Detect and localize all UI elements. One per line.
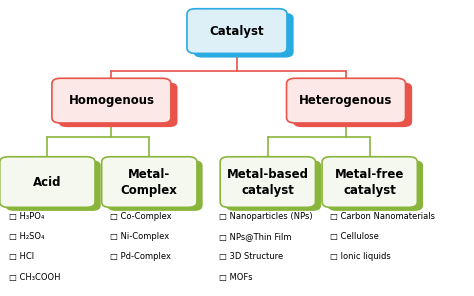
- Text: Acid: Acid: [33, 176, 62, 189]
- FancyBboxPatch shape: [193, 13, 293, 57]
- Text: □ MOFs: □ MOFs: [219, 273, 253, 281]
- FancyBboxPatch shape: [0, 157, 95, 207]
- Text: □ NPs@Thin Film: □ NPs@Thin Film: [219, 232, 292, 241]
- Text: □ Ionic liquids: □ Ionic liquids: [330, 252, 391, 261]
- FancyBboxPatch shape: [59, 82, 177, 127]
- FancyBboxPatch shape: [6, 160, 100, 211]
- Text: □ Nanoparticles (NPs): □ Nanoparticles (NPs): [219, 212, 313, 221]
- Text: Catalyst: Catalyst: [210, 25, 264, 38]
- Text: □ Cellulose: □ Cellulose: [330, 232, 379, 241]
- Text: Heterogenous: Heterogenous: [300, 94, 392, 107]
- Text: Homogenous: Homogenous: [68, 94, 155, 107]
- Text: □ H₃PO₄: □ H₃PO₄: [9, 212, 44, 221]
- FancyBboxPatch shape: [52, 78, 171, 123]
- FancyBboxPatch shape: [286, 78, 405, 123]
- Text: Metal-based
catalyst: Metal-based catalyst: [227, 168, 309, 197]
- Text: □ Co-Complex: □ Co-Complex: [110, 212, 172, 221]
- Text: Metal-free
catalyst: Metal-free catalyst: [335, 168, 404, 197]
- Text: □ CH₃COOH: □ CH₃COOH: [9, 273, 60, 281]
- Text: □ Ni-Complex: □ Ni-Complex: [110, 232, 170, 241]
- Text: □ Pd-Complex: □ Pd-Complex: [110, 252, 172, 261]
- FancyBboxPatch shape: [328, 160, 423, 211]
- FancyBboxPatch shape: [293, 82, 412, 127]
- FancyBboxPatch shape: [220, 157, 316, 207]
- Text: □ H₂SO₄: □ H₂SO₄: [9, 232, 44, 241]
- Text: Metal-
Complex: Metal- Complex: [121, 168, 178, 197]
- Text: □ Carbon Nanomaterials: □ Carbon Nanomaterials: [330, 212, 435, 221]
- FancyBboxPatch shape: [101, 157, 197, 207]
- FancyBboxPatch shape: [107, 160, 202, 211]
- Text: □ HCl: □ HCl: [9, 252, 34, 261]
- FancyBboxPatch shape: [322, 157, 417, 207]
- Text: □ 3D Structure: □ 3D Structure: [219, 252, 284, 261]
- FancyBboxPatch shape: [187, 9, 287, 53]
- FancyBboxPatch shape: [226, 160, 321, 211]
